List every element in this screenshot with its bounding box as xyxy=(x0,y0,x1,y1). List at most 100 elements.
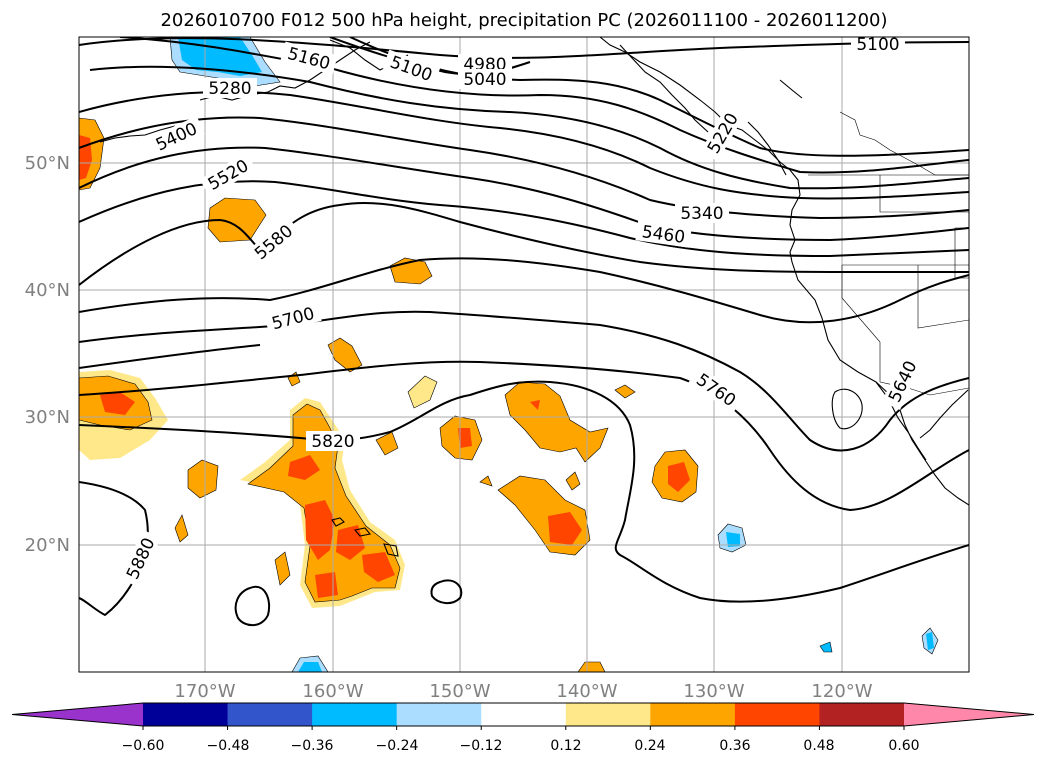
precip-neg-patch xyxy=(819,641,833,653)
colorbar-segment xyxy=(396,703,482,726)
precip-patch xyxy=(207,197,267,243)
colorbar-tick-labels: −0.60 −0.48 −0.36 −0.24 −0.12 0.12 0.24 … xyxy=(122,738,920,754)
colorbar-tick-label: −0.24 xyxy=(376,738,419,754)
contour-label-5280: 5280 xyxy=(208,79,251,99)
label-bg xyxy=(264,301,322,335)
colorbar-tick-label: −0.48 xyxy=(207,738,250,754)
precip-neg-core xyxy=(726,532,740,547)
precip-patch xyxy=(174,514,189,543)
lon-label-170w: 170°W xyxy=(174,681,235,702)
contour-label-5100-a: 5100 xyxy=(856,35,899,55)
colorbar-segment xyxy=(734,703,820,726)
colorbar-extend-high xyxy=(904,703,1034,726)
precip-core xyxy=(548,512,582,545)
precip-core xyxy=(315,572,338,598)
colorbar-extend-low xyxy=(12,703,143,726)
lon-label-150w: 150°W xyxy=(429,681,490,702)
label-bg xyxy=(246,216,301,267)
colorbar-segment xyxy=(143,703,229,726)
precip-patch xyxy=(479,475,493,487)
longitude-labels: 170°W 160°W 150°W 140°W 130°W 120°W xyxy=(174,681,872,702)
coast-fragment xyxy=(779,79,803,99)
colorbar xyxy=(11,702,1035,730)
contour-5700-west xyxy=(79,344,261,369)
latitude-labels: 50°N 40°N 30°N 20°N xyxy=(25,153,70,556)
colorbar-tick-label: 0.12 xyxy=(550,738,581,754)
label-bg xyxy=(306,431,360,451)
precip-core xyxy=(458,428,472,448)
map-background xyxy=(79,37,969,672)
canada-us-border xyxy=(839,111,969,176)
label-bg xyxy=(119,529,161,588)
precip-core xyxy=(668,462,690,492)
lon-label-130w: 130°W xyxy=(683,681,744,702)
contour-5520 xyxy=(79,180,969,257)
lon-label-140w: 140°W xyxy=(556,681,617,702)
lat-label-30n: 30°N xyxy=(25,407,70,428)
precip-neg-core xyxy=(926,632,934,650)
label-bg xyxy=(382,49,441,87)
label-bg xyxy=(675,203,729,223)
precip-patch xyxy=(375,431,399,456)
label-bg xyxy=(688,366,745,414)
contour-5880-closed xyxy=(234,585,270,627)
contour-5580 xyxy=(79,201,969,286)
state-border xyxy=(841,265,881,382)
precip-core xyxy=(362,552,395,582)
colorbar-tick-label: −0.60 xyxy=(122,738,165,754)
contour-label-5040: 5040 xyxy=(463,70,506,90)
colorbar-segment xyxy=(565,703,651,726)
label-bg xyxy=(881,352,923,411)
precip-core xyxy=(288,455,320,480)
contour-5640-north xyxy=(79,257,969,324)
label-bg xyxy=(147,115,206,157)
contour-5220 xyxy=(89,65,969,190)
lon-label-120w: 120°W xyxy=(811,681,872,702)
colorbar-segment xyxy=(227,703,313,726)
precip-patch xyxy=(327,337,363,373)
label-bg xyxy=(280,41,338,75)
contour-5880-closed xyxy=(430,579,463,604)
label-bg xyxy=(635,220,692,248)
aleutian-islands xyxy=(99,125,176,143)
inside-passage xyxy=(619,44,709,133)
colorbar-tick-label: 0.24 xyxy=(634,738,665,754)
colorbar-segment xyxy=(481,703,567,726)
precip-patch xyxy=(614,384,636,399)
hawaii-island xyxy=(383,543,399,557)
label-bg xyxy=(458,69,512,89)
map-frame xyxy=(78,36,970,673)
contour-5760 xyxy=(79,360,969,511)
alaska-peninsula xyxy=(199,41,371,101)
lat-label-20n: 20°N xyxy=(25,535,70,556)
label-bg xyxy=(700,104,745,162)
colorbar-segment xyxy=(312,703,398,726)
map-title: 2026010700 F012 500 hPa height, precipit… xyxy=(160,10,887,31)
precip-neg-core xyxy=(178,37,262,76)
colorbar-tick-label: 0.36 xyxy=(719,738,750,754)
island-outline xyxy=(831,388,863,430)
contour-5460 xyxy=(79,146,969,241)
precip-neg-core xyxy=(298,662,322,672)
precip-patch xyxy=(407,375,438,409)
precip-positive-shading xyxy=(79,117,699,672)
lat-label-40n: 40°N xyxy=(25,280,70,301)
colorbar-segment xyxy=(819,703,905,726)
precip-patch xyxy=(577,661,606,672)
contour-5040 xyxy=(349,37,969,157)
colorbar-segment xyxy=(650,703,736,726)
contour-label-5820: 5820 xyxy=(311,432,354,452)
colorbar-tick-label: −0.12 xyxy=(460,738,503,754)
graticule xyxy=(79,37,969,672)
vancouver-island xyxy=(747,121,787,176)
precip-core xyxy=(530,400,540,410)
state-border xyxy=(917,265,969,329)
hawaii-island xyxy=(353,527,372,537)
contour-5340 xyxy=(79,116,969,219)
colorbar-tick-label: 0.48 xyxy=(803,738,834,754)
label-bg xyxy=(851,37,905,53)
precip-core xyxy=(100,392,135,415)
gulf-california-coast xyxy=(919,389,969,439)
